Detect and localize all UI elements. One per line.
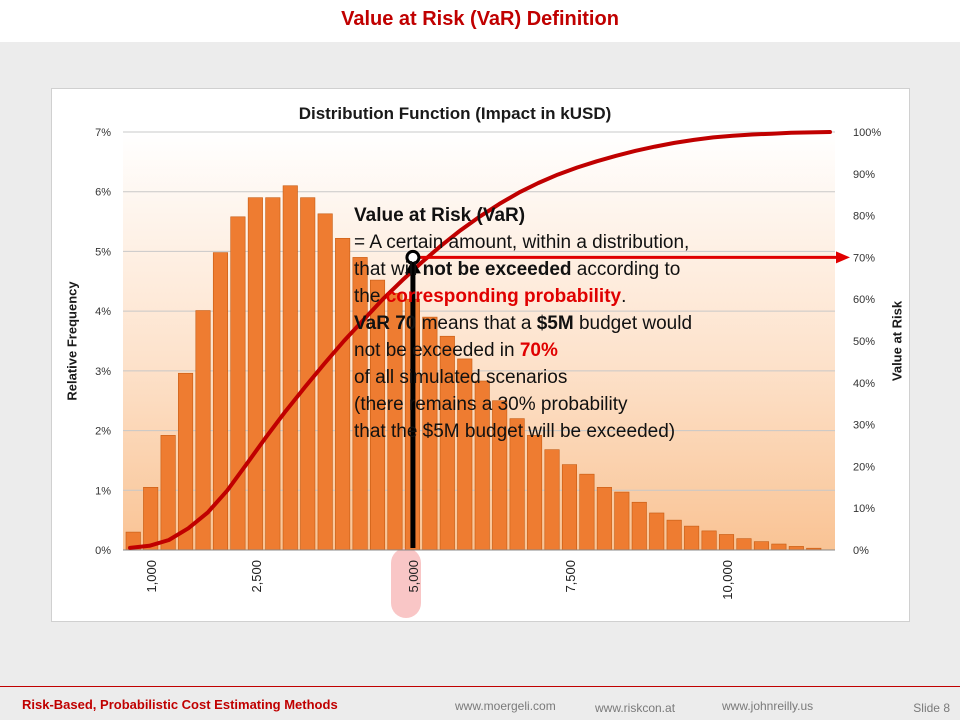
histogram-bar [579,473,595,551]
chart-title: Distribution Function (Impact in kUSD) [298,104,612,123]
histogram-bar [666,519,682,551]
slide-number: Slide 8 [913,701,950,715]
histogram-bar [230,216,246,551]
histogram-bar [335,237,351,551]
y-tick-label-left: 0% [95,545,111,557]
histogram-bar [143,486,159,551]
y-tick-label-left: 4% [95,306,111,318]
y-tick-label-right: 20% [853,461,875,473]
annotation-line-4: VaR 70 means that a $5M budget would [354,313,693,334]
annotation-line-3: the corresponding probability. [354,286,627,307]
annotation-line-8: that the $5M budget will be exceeded) [354,421,676,442]
var-annotation: Value at Risk (VaR) = A certain amount, … [354,202,834,445]
x-tick-label: 10,000 [720,560,735,600]
histogram-bar [527,435,543,551]
histogram-bar [684,525,700,551]
footer-link-moergeli[interactable]: www.moergeli.com [455,699,556,713]
y-tick-label-right: 10% [853,503,875,515]
annotation-heading: Value at Risk (VaR) [354,205,526,226]
highlight-oval [391,548,421,618]
cumulative-curve [128,130,832,550]
slide-title: Value at Risk (VaR) Definition [341,8,619,30]
histogram-bar [771,543,787,551]
histogram-bar [300,197,316,551]
annotation-line-5: not be exceeded in 70% [354,340,558,361]
y-tick-label-right: 50% [853,336,875,348]
y-tick-label-left: 6% [95,187,111,199]
var-point-marker [405,249,421,265]
footer-title: Risk-Based, Probabilistic Cost Estimatin… [22,697,338,712]
title-bar [0,0,960,42]
annotation-line-6: of all simulated scenarios [354,367,568,388]
y-axis-label-left: Relative Frequency [64,281,80,401]
y-tick-label-right: 90% [853,169,875,181]
var-horizontal-arrowhead [836,251,850,264]
x-tick-label: 1,000 [144,560,159,593]
histogram-bar [753,541,769,551]
x-tick-label: 2,500 [249,560,264,593]
histogram-bar [736,538,752,551]
footer-link-riskcon[interactable]: www.riskcon.at [595,701,676,715]
y-tick-label-left: 5% [95,246,111,258]
histogram-bar [160,435,176,551]
y-tick-label-left: 7% [95,127,111,139]
footer-link-johnreilly[interactable]: www.johnreilly.us [722,699,814,713]
histogram-bar [596,486,612,551]
histogram-bar [701,530,717,551]
y-tick-label-right: 80% [853,211,875,223]
histogram-bar [544,449,560,551]
histogram-bar [614,491,630,551]
annotation-line-1: = A certain amount, within a distributio… [354,232,690,253]
histogram-bar [282,185,298,551]
histogram-bar [178,372,194,551]
y-axis-label-right: Value at Risk [889,300,905,382]
x-tick-label: 5,000 [406,560,421,593]
y-tick-label-left: 1% [95,485,111,497]
histogram-bar [317,213,333,551]
x-tick-label: 7,500 [563,560,578,593]
y-tick-label-left: 2% [95,426,111,438]
y-tick-label-right: 40% [853,378,875,390]
y-tick-label-right: 100% [853,127,881,139]
annotation-line-7: (there remains a 30% probability [354,394,628,415]
y-tick-label-right: 30% [853,420,875,432]
y-tick-label-right: 60% [853,294,875,306]
y-tick-label-right: 0% [853,545,869,557]
annotation-line-2: that will not be exceeded according to [354,259,681,280]
histogram-bar [788,546,804,551]
histogram-bar [561,464,577,551]
histogram-bar [265,197,281,551]
histogram-bar [649,512,665,551]
footer-divider [0,686,960,687]
histogram-bar [247,197,263,551]
histogram-bar [718,534,735,551]
y-tick-label-right: 70% [853,252,875,264]
histogram-bar [631,501,647,551]
y-tick-label-left: 3% [95,366,111,378]
var-vertical-arrowhead [404,259,421,274]
